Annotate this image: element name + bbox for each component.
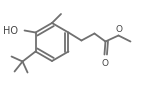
Text: O: O <box>116 26 123 34</box>
Text: HO: HO <box>3 26 18 37</box>
Text: O: O <box>102 59 109 68</box>
